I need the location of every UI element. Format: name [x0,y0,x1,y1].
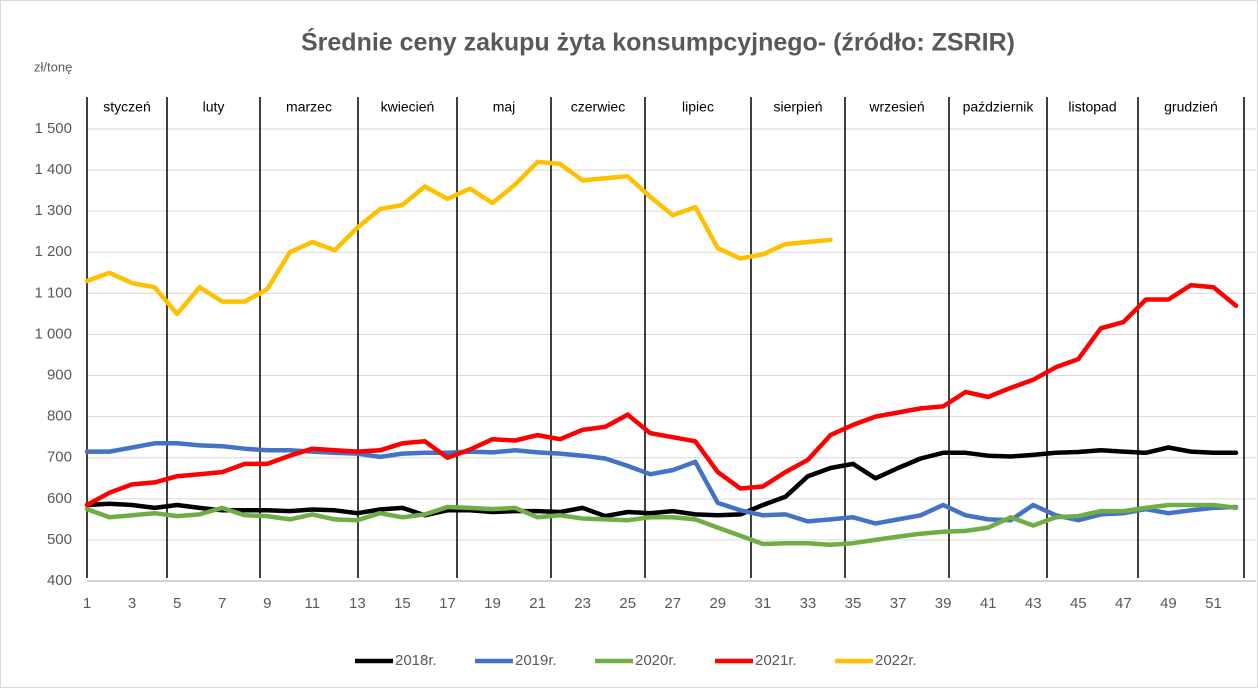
legend-label: 2022r. [875,652,917,669]
x-tick-label: 41 [980,595,997,612]
series-line [84,282,1239,508]
x-tick-label: 5 [173,595,181,612]
x-tick-label: 13 [349,595,366,612]
month-label: wrzesień [868,99,924,115]
x-tick-label: 31 [755,595,772,612]
x-tick-label: 29 [709,595,726,612]
x-tick-label: 45 [1070,595,1087,612]
y-tick-label: 1 300 [34,202,72,219]
series-line [84,159,833,317]
x-tick-label: 39 [935,595,952,612]
x-tick-label: 7 [218,595,226,612]
x-tick-label: 23 [574,595,591,612]
x-tick-label: 43 [1025,595,1042,612]
x-tick-label: 3 [128,595,136,612]
legend-label: 2018r. [395,652,437,669]
x-tick-label: 1 [83,595,91,612]
month-label: grudzień [1164,99,1218,115]
month-label: luty [203,99,225,115]
month-label: listopad [1068,99,1116,115]
month-label: lipiec [682,99,714,115]
y-tick-label: 500 [47,531,72,548]
series-line [84,441,1239,526]
y-tick-label: 1 400 [34,161,72,178]
y-tick-label: 700 [47,449,72,466]
x-tick-label: 35 [845,595,862,612]
x-tick-label: 17 [439,595,456,612]
x-tick-label: 9 [263,595,271,612]
legend-label: 2020r. [635,652,677,669]
y-tick-label: 800 [47,408,72,425]
x-tick-label: 33 [800,595,817,612]
x-tick-label: 21 [529,595,546,612]
x-tick-label: 49 [1160,595,1177,612]
x-tick-label: 19 [484,595,501,612]
x-tick-label: 15 [394,595,411,612]
x-tick-label: 27 [664,595,681,612]
y-tick-label: 600 [47,490,72,507]
month-label: październik [963,99,1035,115]
y-axis-label: zł/tonę [34,59,72,74]
y-tick-label: 1 500 [34,120,72,137]
legend-label: 2019r. [515,652,557,669]
x-tick-label: 47 [1115,595,1132,612]
chart-title: Średnie ceny zakupu żyta konsumpcyjnego-… [301,27,1015,57]
month-label: sierpień [773,99,822,115]
month-label: styczeń [103,99,150,115]
y-tick-label: 1 000 [34,325,72,342]
month-label: marzec [286,99,332,115]
month-label: maj [493,99,516,115]
y-tick-label: 900 [47,367,72,384]
y-tick-label: 1 100 [34,284,72,301]
month-label: czerwiec [571,99,625,115]
series-line [84,502,1239,548]
y-tick-label: 400 [47,572,72,589]
y-tick-label: 1 200 [34,243,72,260]
legend-label: 2021r. [755,652,797,669]
x-tick-label: 11 [305,595,321,612]
x-tick-label: 51 [1205,595,1222,612]
x-tick-label: 25 [619,595,636,612]
series-line [84,445,1239,519]
month-label: kwiecień [381,99,435,115]
x-tick-label: 37 [890,595,907,612]
